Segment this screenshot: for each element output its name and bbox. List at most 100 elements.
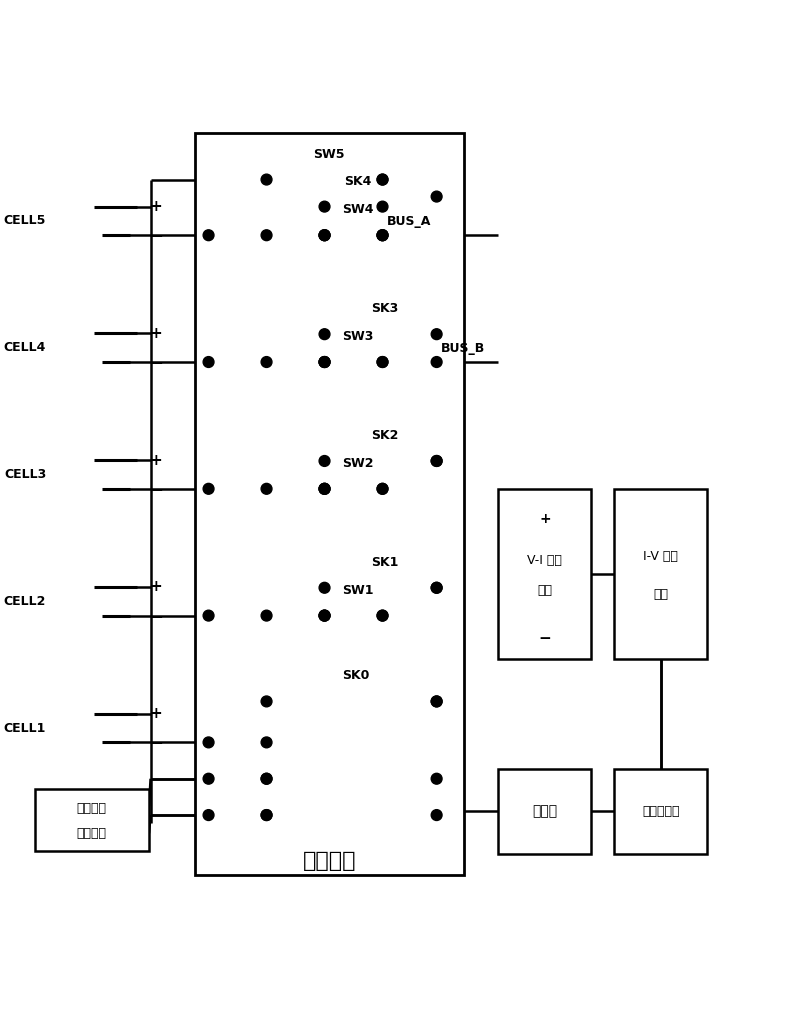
Text: V-I 转换: V-I 转换	[527, 554, 562, 566]
Text: 模数转换器: 模数转换器	[642, 805, 679, 818]
Circle shape	[203, 810, 214, 820]
Circle shape	[377, 229, 388, 241]
Circle shape	[319, 229, 330, 241]
Text: SW3: SW3	[342, 330, 373, 343]
Circle shape	[261, 696, 272, 707]
Circle shape	[203, 610, 214, 621]
Circle shape	[261, 810, 272, 820]
Text: SK2: SK2	[370, 429, 398, 442]
Circle shape	[203, 229, 214, 241]
Bar	[34, 788, 149, 851]
Circle shape	[377, 229, 388, 241]
Circle shape	[431, 696, 442, 707]
Circle shape	[377, 201, 388, 212]
Circle shape	[431, 773, 442, 784]
Circle shape	[319, 483, 330, 495]
Circle shape	[319, 583, 330, 593]
Text: 开关模块: 开关模块	[303, 851, 357, 871]
Circle shape	[431, 456, 442, 466]
Circle shape	[261, 174, 272, 185]
Circle shape	[319, 229, 330, 241]
Circle shape	[377, 174, 388, 185]
Circle shape	[319, 610, 330, 621]
Text: CELL5: CELL5	[4, 214, 46, 227]
Text: SW2: SW2	[342, 457, 373, 470]
Circle shape	[319, 329, 330, 340]
Text: +: +	[149, 326, 162, 341]
Text: −: −	[149, 353, 163, 371]
Bar	[195, 133, 465, 876]
Circle shape	[431, 696, 442, 707]
Circle shape	[319, 201, 330, 212]
Circle shape	[377, 229, 388, 241]
Text: +: +	[149, 580, 162, 595]
Circle shape	[319, 356, 330, 368]
Text: 模块: 模块	[538, 585, 552, 597]
Text: SW5: SW5	[313, 147, 344, 161]
Circle shape	[319, 456, 330, 466]
Text: 控制器: 控制器	[532, 804, 558, 818]
Circle shape	[261, 737, 272, 748]
Circle shape	[261, 773, 272, 784]
Text: −: −	[149, 733, 163, 752]
Text: +: +	[149, 707, 162, 721]
Circle shape	[377, 356, 388, 368]
Text: SW1: SW1	[342, 584, 373, 597]
Text: BUS_B: BUS_B	[441, 342, 485, 354]
Circle shape	[203, 773, 214, 784]
Text: −: −	[149, 480, 163, 498]
Text: +: +	[149, 453, 162, 468]
Text: CELL2: CELL2	[4, 595, 46, 608]
Circle shape	[431, 456, 442, 466]
Circle shape	[261, 810, 272, 820]
Bar	[614, 769, 707, 854]
Circle shape	[319, 483, 330, 495]
Circle shape	[431, 583, 442, 593]
Circle shape	[377, 174, 388, 185]
Text: 精密电压: 精密电压	[77, 802, 107, 815]
Circle shape	[377, 483, 388, 495]
Circle shape	[261, 483, 272, 495]
Circle shape	[319, 610, 330, 621]
Circle shape	[203, 737, 214, 748]
Circle shape	[261, 773, 272, 784]
Circle shape	[431, 329, 442, 340]
Text: +: +	[539, 512, 550, 526]
Bar	[498, 488, 591, 658]
Circle shape	[377, 356, 388, 368]
Circle shape	[261, 229, 272, 241]
Text: SW4: SW4	[342, 203, 373, 216]
Bar	[614, 488, 707, 658]
Circle shape	[431, 583, 442, 593]
Text: BUS_A: BUS_A	[386, 215, 430, 227]
Circle shape	[203, 356, 214, 368]
Circle shape	[377, 483, 388, 495]
Text: +: +	[149, 199, 162, 214]
Text: I-V 转换: I-V 转换	[643, 550, 678, 563]
Text: CELL1: CELL1	[4, 722, 46, 734]
Circle shape	[377, 610, 388, 621]
Circle shape	[431, 810, 442, 820]
Text: SK4: SK4	[344, 175, 371, 187]
Text: SK1: SK1	[370, 556, 398, 568]
Text: −: −	[538, 631, 551, 646]
Text: 参考装置: 参考装置	[77, 826, 107, 840]
Text: −: −	[149, 606, 163, 625]
Text: SK3: SK3	[371, 302, 398, 315]
Text: CELL3: CELL3	[4, 468, 46, 481]
Text: −: −	[149, 226, 163, 244]
Circle shape	[377, 610, 388, 621]
Text: SK0: SK0	[342, 670, 369, 682]
Text: 模块: 模块	[654, 588, 668, 601]
Circle shape	[319, 229, 330, 241]
Circle shape	[431, 191, 442, 202]
Circle shape	[261, 356, 272, 368]
Circle shape	[319, 356, 330, 368]
Circle shape	[203, 483, 214, 495]
Circle shape	[319, 483, 330, 495]
Circle shape	[319, 610, 330, 621]
Circle shape	[431, 356, 442, 368]
Circle shape	[319, 356, 330, 368]
Bar	[498, 769, 591, 854]
Circle shape	[261, 610, 272, 621]
